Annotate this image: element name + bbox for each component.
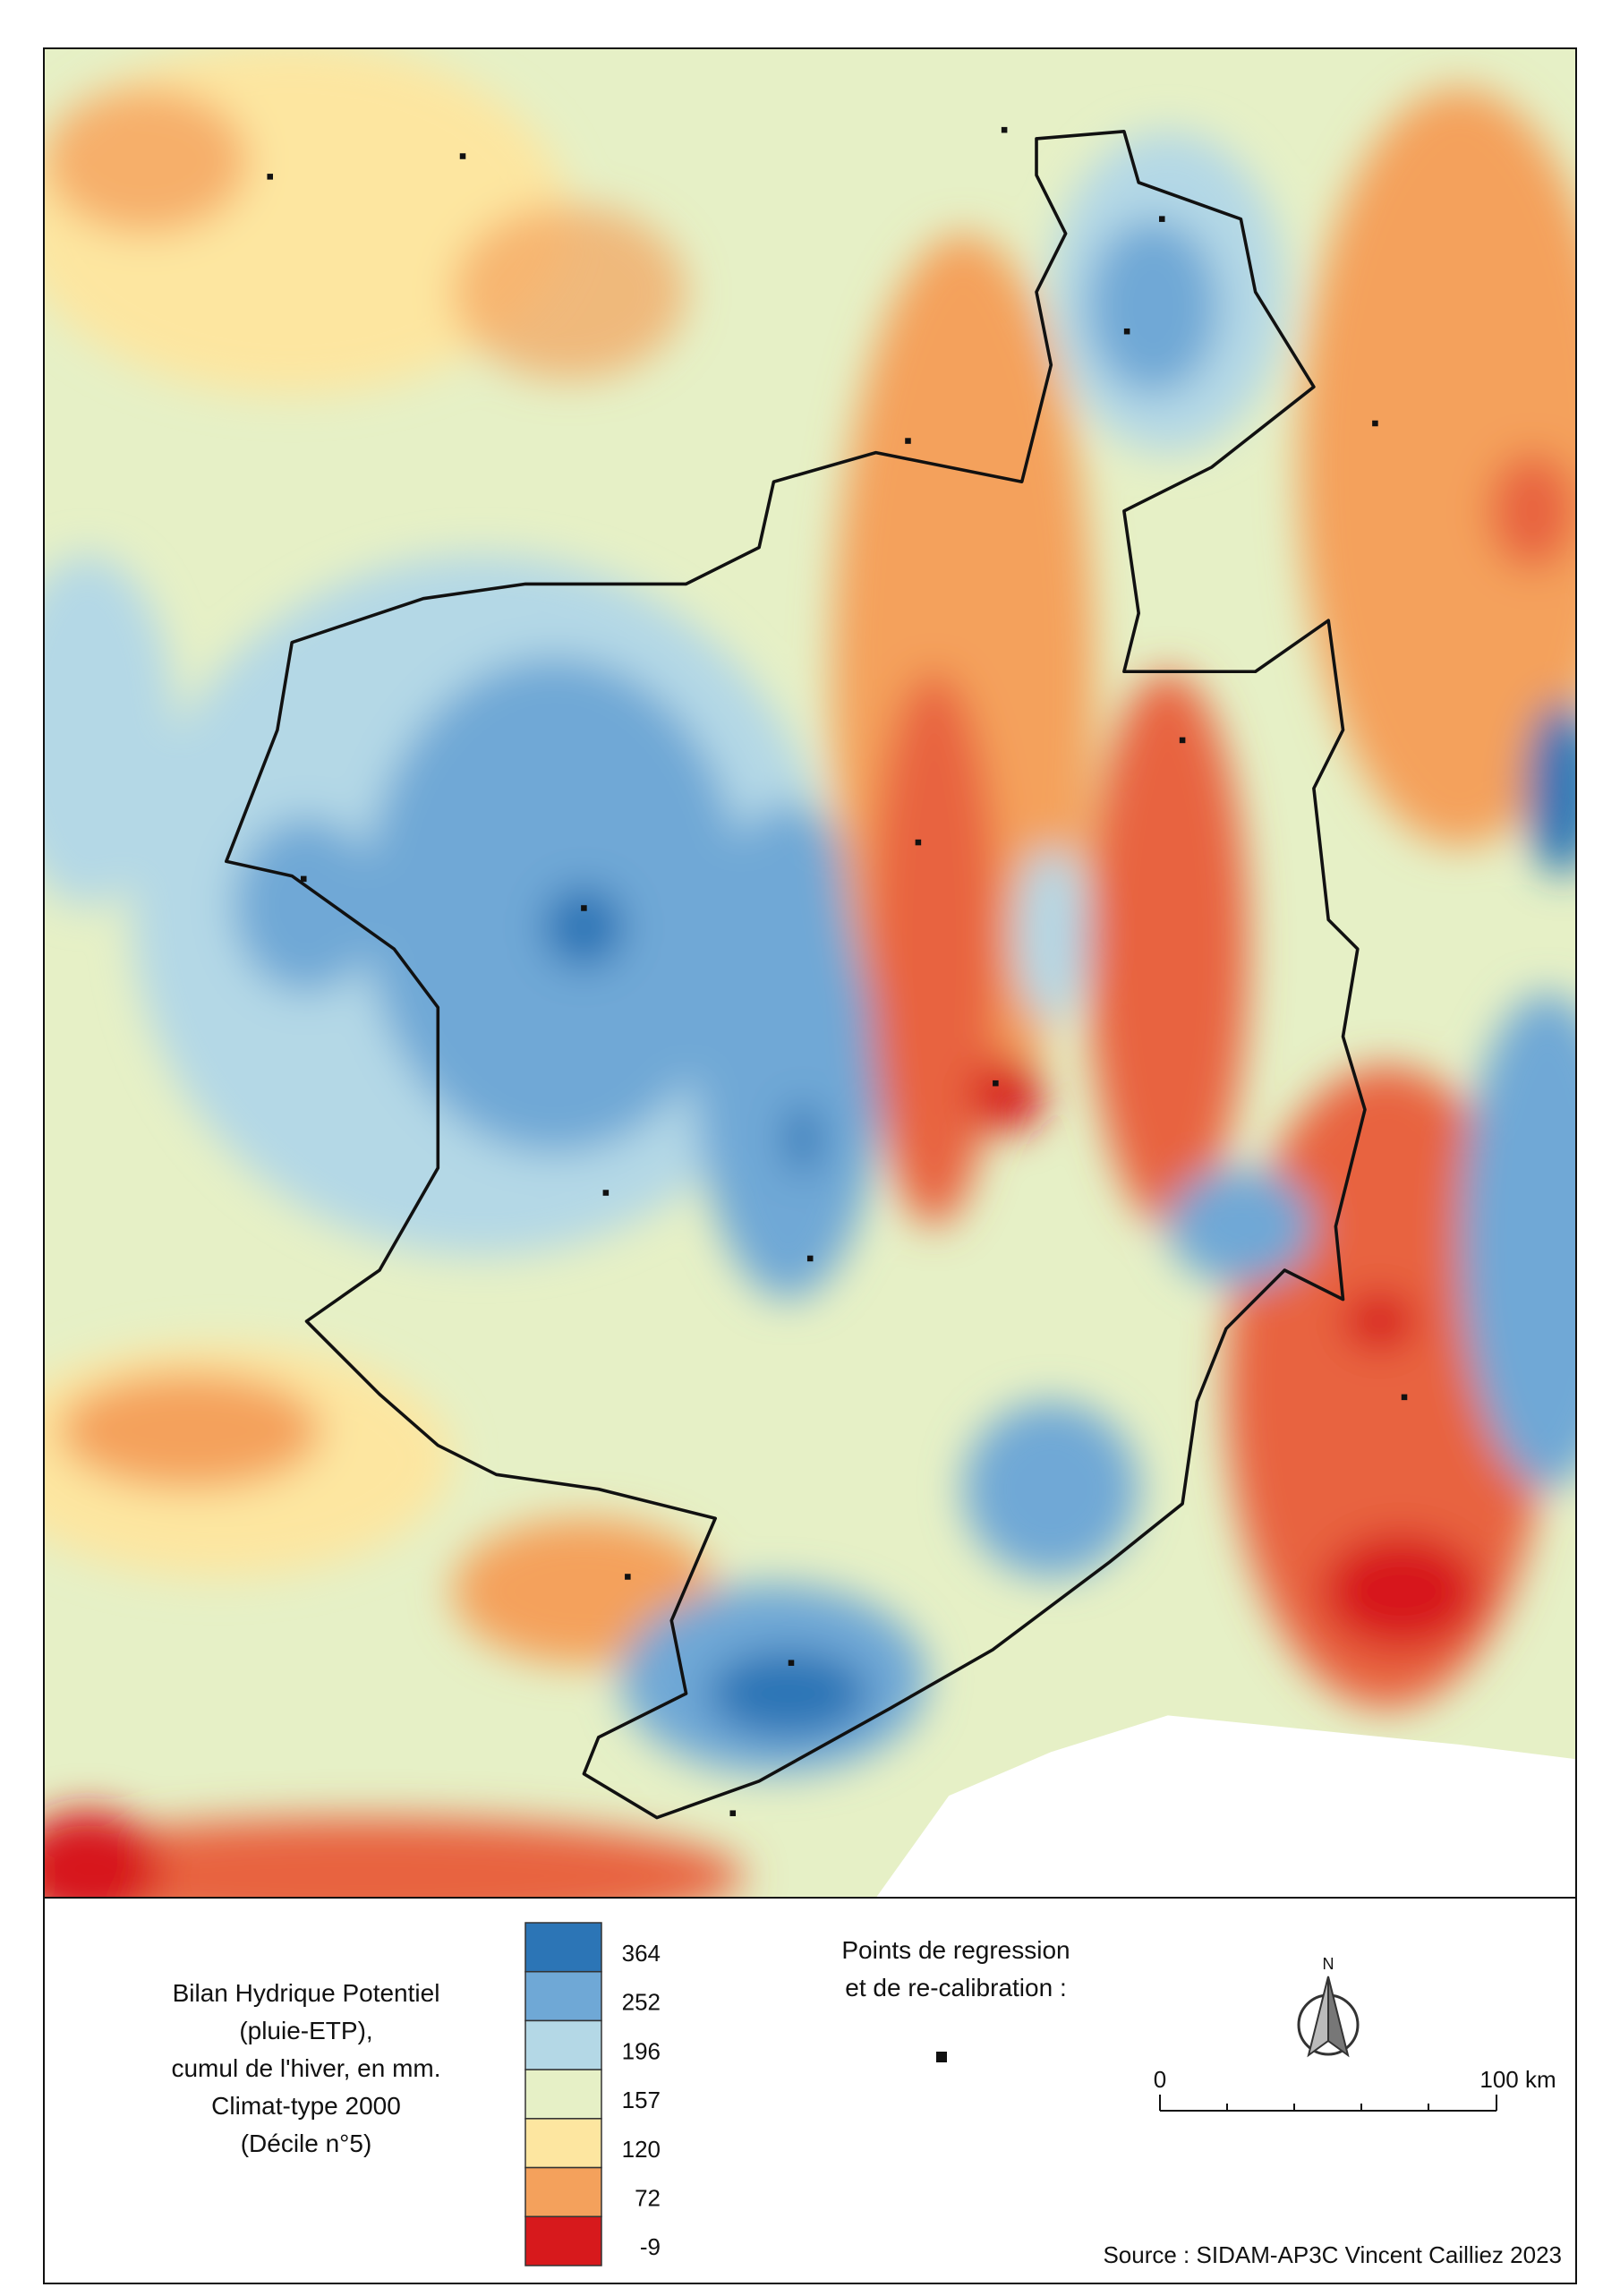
source: Source : SIDAM-AP3C Vincent Cailliez 202… — [1103, 2241, 1562, 2268]
scale-start: 0 — [1154, 2066, 1166, 2093]
points-legend-line: et de re-calibration : — [845, 1974, 1066, 2002]
scale-end: 100 km — [1479, 2066, 1556, 2093]
legend-class-label: 364 — [622, 1940, 661, 1967]
legend-title-line: cumul de l'hiver, en mm. — [171, 2054, 440, 2082]
legend-class-label: 120 — [622, 2136, 661, 2163]
legend-swatch — [524, 2118, 602, 2169]
legend-title: Bilan Hydrique Potentiel (pluie-ETP), cumu… — [171, 1979, 440, 2157]
legend-swatch — [524, 1922, 602, 1973]
legend-title-line: (pluie-ETP), — [239, 2017, 372, 2044]
legend-class-label: 72 — [635, 2184, 661, 2211]
legend-title-line: (Décile n°5) — [241, 2130, 372, 2157]
legend-swatch — [524, 2019, 602, 2070]
map — [44, 48, 1576, 1898]
point-symbol — [936, 2052, 947, 2062]
legend-frame — [43, 1897, 1577, 2284]
legend-swatch — [524, 2069, 602, 2120]
sea — [875, 1715, 1576, 1898]
legend-class-label: 252 — [622, 1989, 661, 2016]
legend-title-line: Bilan Hydrique Potentiel — [173, 1979, 440, 2007]
legend-swatch — [524, 1970, 602, 2022]
legend-class-label: 196 — [622, 2037, 661, 2064]
region-outline — [225, 129, 1367, 1820]
regression-points — [267, 126, 1408, 1816]
scale-bar — [1159, 2095, 1497, 2112]
legend-swatch — [524, 2166, 602, 2218]
north-label: N — [1323, 1955, 1334, 1973]
legend-class-label: 157 — [622, 2087, 661, 2113]
north-arrow: N — [1297, 1955, 1360, 2058]
legend-class-label: -9 — [640, 2233, 661, 2260]
legend-swatch — [524, 2215, 602, 2266]
points-legend-line: Points de regression — [841, 1936, 1070, 1964]
legend-title-line: Climat-type 2000 — [211, 2092, 401, 2120]
legend-classes: 364 252 196 157 120 72 -9 — [524, 1922, 661, 2266]
